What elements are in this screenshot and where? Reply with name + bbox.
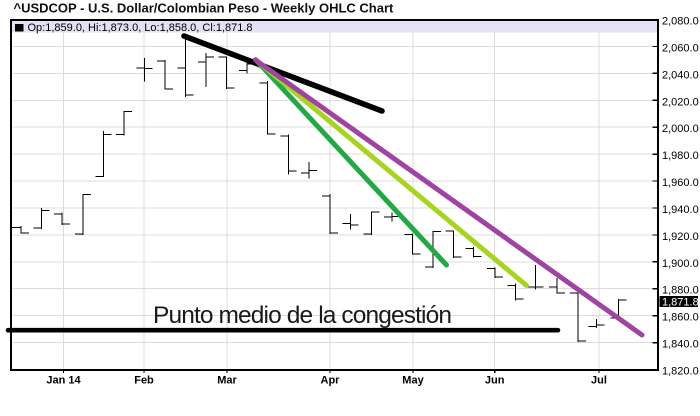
svg-text:May: May — [402, 375, 424, 387]
svg-text:Jun: Jun — [485, 375, 505, 387]
svg-text:Apr: Apr — [321, 375, 341, 387]
svg-text:1,880.0: 1,880.0 — [662, 285, 699, 297]
svg-text:Punto medio de la congestión: Punto medio de la congestión — [153, 302, 452, 329]
svg-text:Op:1,859.0, Hi:1,873.0, Lo:1,8: Op:1,859.0, Hi:1,873.0, Lo:1,858.0, Cl:1… — [28, 22, 253, 34]
svg-text:Jul: Jul — [591, 375, 607, 387]
svg-text:1,860.0: 1,860.0 — [662, 312, 699, 324]
svg-text:1,980.0: 1,980.0 — [662, 150, 699, 162]
svg-text:Mar: Mar — [217, 375, 237, 387]
svg-text:2,000.0: 2,000.0 — [662, 123, 699, 135]
svg-text:1,920.0: 1,920.0 — [662, 231, 699, 243]
svg-text:1,940.0: 1,940.0 — [662, 204, 699, 216]
svg-text:2,060.0: 2,060.0 — [662, 42, 699, 54]
svg-text:Jan 14: Jan 14 — [46, 375, 81, 387]
svg-text:^USDCOP - U.S. Dollar/Colombia: ^USDCOP - U.S. Dollar/Colombian Peso - W… — [14, 1, 395, 16]
svg-text:2,040.0: 2,040.0 — [662, 69, 699, 81]
svg-text:1,900.0: 1,900.0 — [662, 258, 699, 270]
svg-text:2,080.0: 2,080.0 — [662, 16, 699, 28]
svg-text:1,820.0: 1,820.0 — [662, 366, 699, 378]
svg-text:2,020.0: 2,020.0 — [662, 96, 699, 108]
svg-text:Feb: Feb — [134, 375, 154, 387]
svg-text:1,871.8: 1,871.8 — [662, 297, 699, 309]
svg-text:1,960.0: 1,960.0 — [662, 177, 699, 189]
svg-text:1,840.0: 1,840.0 — [662, 339, 699, 351]
